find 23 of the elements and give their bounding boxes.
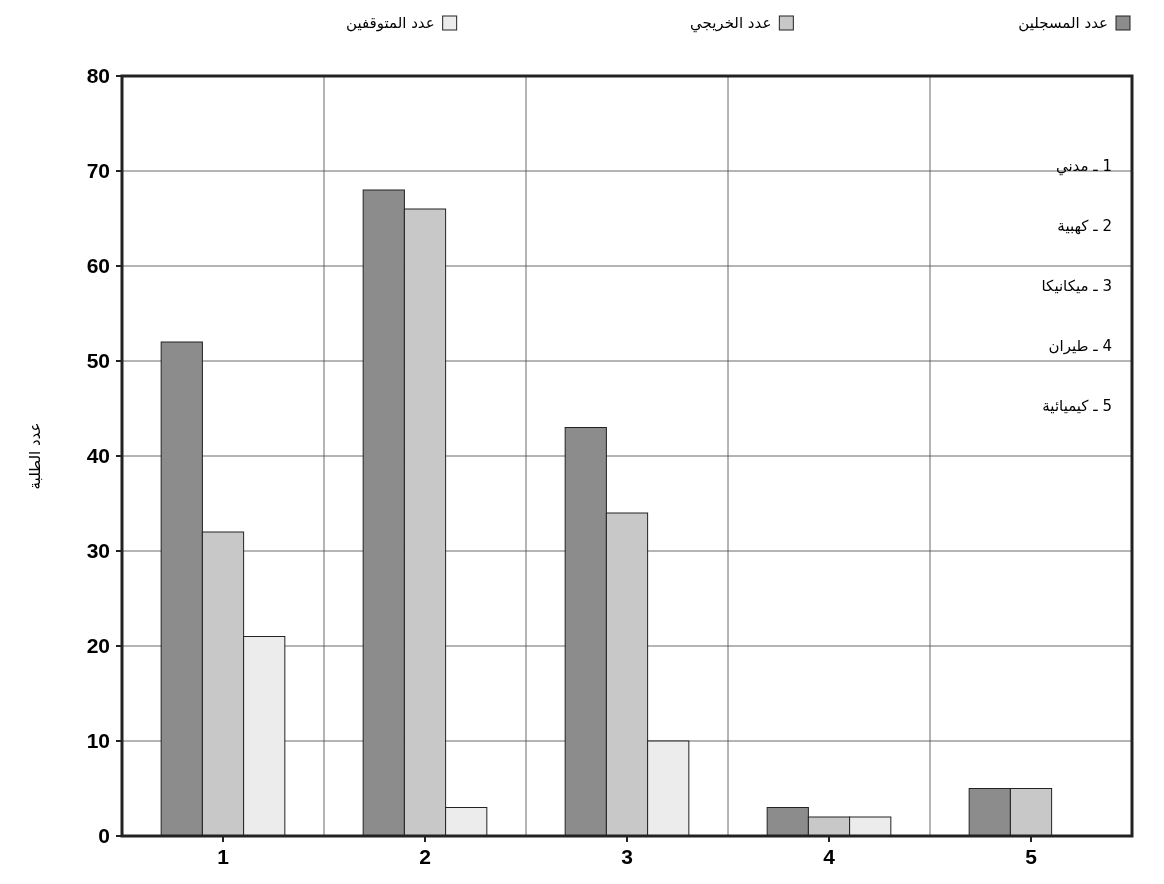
legend-label: عدد الخريجي: [690, 14, 772, 33]
y-tick-label: 30: [86, 539, 110, 563]
legend-label: عدد المسجلين: [1018, 14, 1108, 32]
x-tick-label: 4: [823, 845, 836, 868]
y-axis-title: عدد الطلبة: [26, 422, 44, 490]
annotation: 1 ـ مدني: [1055, 157, 1112, 176]
x-tick-label: 5: [1025, 845, 1038, 868]
y-tick-label: 80: [86, 64, 110, 88]
y-tick-label: 50: [86, 349, 110, 373]
y-tick-label: 70: [86, 159, 110, 183]
legend-label: عدد المتوقفين: [345, 14, 435, 32]
annotation: 5 ـ كيميائية: [1042, 397, 1112, 415]
annotation: 4 ـ طيران: [1048, 337, 1112, 355]
x-tick-label: 2: [419, 845, 431, 868]
y-tick-label: 40: [86, 444, 110, 468]
annotation: 3 ـ ميكانيكا: [1041, 277, 1112, 295]
y-tick-label: 10: [86, 729, 110, 753]
y-tick-label: 60: [86, 254, 110, 278]
y-tick-label: 0: [98, 824, 110, 848]
y-tick-label: 20: [86, 634, 110, 658]
x-tick-label: 3: [621, 845, 633, 868]
annotation: 2 ـ كهبية: [1057, 217, 1112, 235]
x-tick-label: 1: [217, 845, 230, 868]
